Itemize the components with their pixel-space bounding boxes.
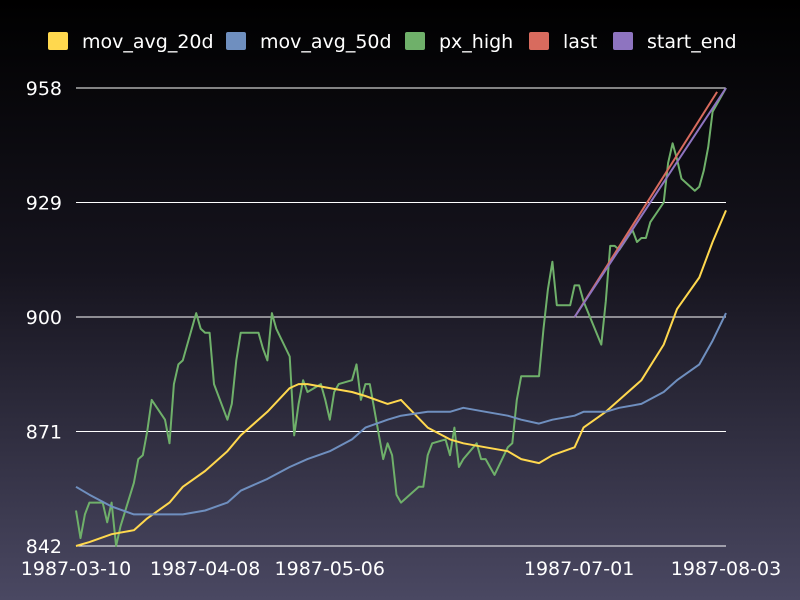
x-tick-label: 1987-03-10 — [21, 558, 131, 580]
series-line-px-high — [75, 87, 727, 547]
x-tick-label: 1987-05-06 — [275, 558, 385, 580]
legend-label-last: last — [563, 31, 597, 53]
series-line-mov-avg-20d — [75, 210, 727, 547]
legend-swatch-mov-avg-50d — [226, 32, 246, 50]
series-line-start-end — [573, 87, 727, 318]
plot-area — [75, 87, 727, 547]
x-axis: 1987-03-10 1987-04-08 1987-05-06 1987-07-01… — [21, 558, 781, 580]
y-tick-label: 900 — [26, 307, 62, 329]
x-tick-label: 1987-07-01 — [524, 558, 634, 580]
legend-swatch-last — [529, 32, 549, 50]
y-tick-label: 929 — [26, 193, 62, 215]
x-tick-label: 1987-04-08 — [150, 558, 260, 580]
y-tick-label: 842 — [26, 536, 62, 558]
legend-label-mov-avg-20d: mov_avg_20d — [82, 31, 214, 53]
series-line-mov-avg-50d — [75, 312, 727, 516]
legend-label-px-high: px_high — [439, 31, 513, 53]
x-tick-label: 1987-08-03 — [671, 558, 781, 580]
legend-label-mov-avg-50d: mov_avg_50d — [260, 31, 392, 53]
legend-swatch-mov-avg-20d — [48, 32, 68, 50]
y-tick-label: 871 — [26, 422, 62, 444]
legend: mov_avg_20d mov_avg_50d px_high last start_e… — [48, 31, 737, 53]
y-axis: 842 871 900 929 958 — [26, 78, 62, 558]
legend-swatch-start-end — [613, 32, 633, 50]
y-tick-label: 958 — [26, 78, 62, 100]
legend-label-start-end: start_end — [647, 31, 737, 53]
gridlines — [76, 87, 726, 547]
legend-swatch-px-high — [405, 32, 425, 50]
